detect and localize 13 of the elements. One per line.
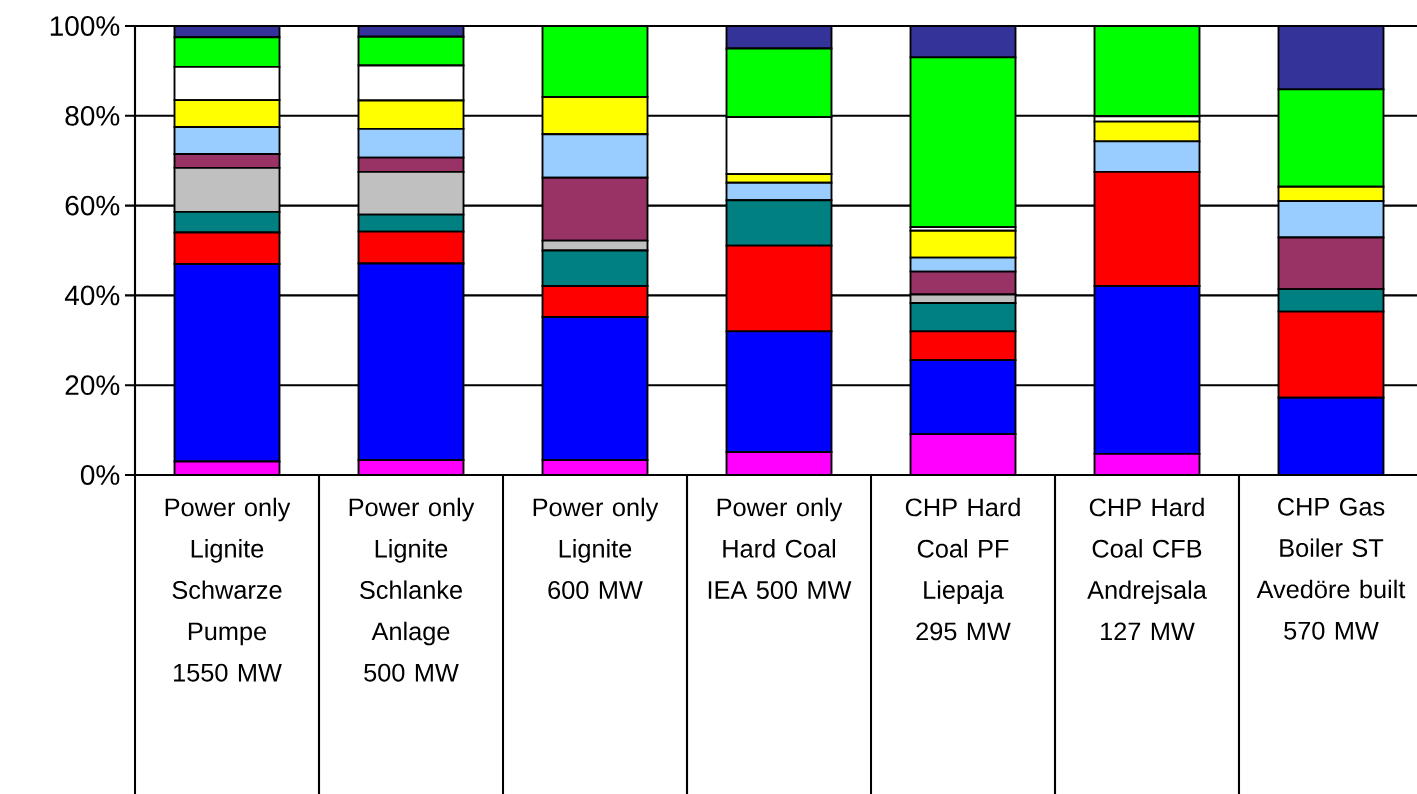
x-tick-label: CHP Hard Coal CFB Andrejsala 127 MW: [1087, 497, 1207, 641]
x-tick-label: CHP Gas Boiler ST Avedöre built 570 MW: [1256, 497, 1406, 640]
y-tick-label: 20%: [65, 375, 120, 396]
x-tick-label: Power only Lignite Schlanke Anlage 500 MW: [349, 497, 475, 682]
y-tick-label: 100%: [50, 16, 120, 36]
y-tick-label: 40%: [64, 285, 120, 306]
x-tick-label: CHP Hard Coal PF Liepaja 295 MW: [905, 497, 1020, 641]
y-tick-label: 60%: [65, 195, 120, 216]
y-tick-label: 80%: [65, 105, 120, 126]
y-tick-label: 0%: [80, 465, 120, 485]
x-tick-label: Power only Hard Coal IEA 500 MW: [708, 497, 852, 599]
x-tick-label: Power only Lignite 600 MW: [533, 497, 659, 599]
x-tick-label: Power only Lignite Schwarze Pumpe 1550 MW: [165, 497, 291, 682]
